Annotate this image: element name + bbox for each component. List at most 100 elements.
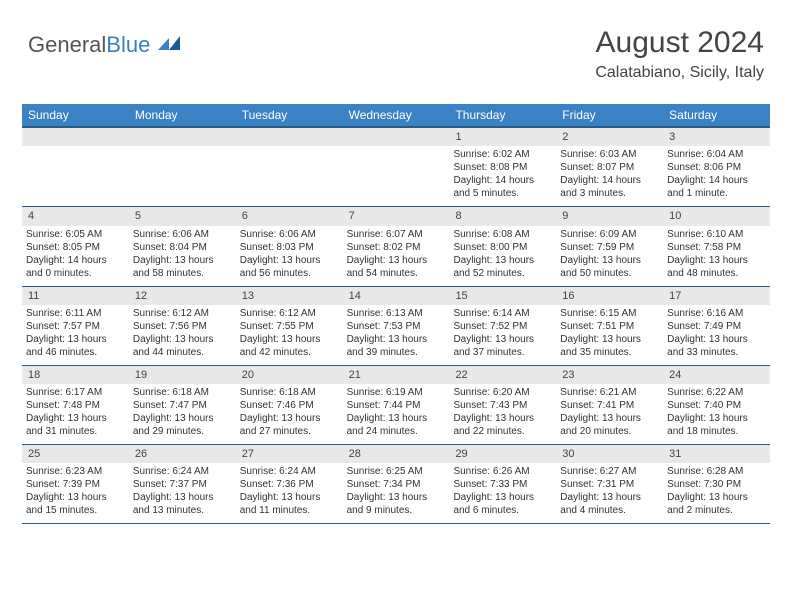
day-number: 27 [236, 445, 343, 463]
day-body: Sunrise: 6:28 AMSunset: 7:30 PMDaylight:… [663, 463, 770, 523]
daylight-text-1: Daylight: 14 hours [26, 254, 125, 267]
day-cell: 19Sunrise: 6:18 AMSunset: 7:47 PMDayligh… [129, 366, 236, 444]
day-number: 7 [343, 207, 450, 225]
daylight-text-1: Daylight: 13 hours [453, 491, 552, 504]
daylight-text-2: and 27 minutes. [240, 425, 339, 438]
sunset-text: Sunset: 7:33 PM [453, 478, 552, 491]
day-body: Sunrise: 6:13 AMSunset: 7:53 PMDaylight:… [343, 305, 450, 365]
daylight-text-1: Daylight: 13 hours [667, 254, 766, 267]
day-body: Sunrise: 6:23 AMSunset: 7:39 PMDaylight:… [22, 463, 129, 523]
sunrise-text: Sunrise: 6:05 AM [26, 228, 125, 241]
day-body [22, 146, 129, 154]
sunrise-text: Sunrise: 6:15 AM [560, 307, 659, 320]
daylight-text-1: Daylight: 13 hours [560, 412, 659, 425]
sunset-text: Sunset: 7:48 PM [26, 399, 125, 412]
empty-day-number [236, 128, 343, 146]
sunrise-text: Sunrise: 6:24 AM [133, 465, 232, 478]
sunrise-text: Sunrise: 6:06 AM [240, 228, 339, 241]
day-number: 11 [22, 287, 129, 305]
daylight-text-1: Daylight: 13 hours [667, 491, 766, 504]
daylight-text-2: and 11 minutes. [240, 504, 339, 517]
day-body: Sunrise: 6:12 AMSunset: 7:56 PMDaylight:… [129, 305, 236, 365]
daylight-text-2: and 44 minutes. [133, 346, 232, 359]
sunrise-text: Sunrise: 6:03 AM [560, 148, 659, 161]
daylight-text-2: and 18 minutes. [667, 425, 766, 438]
sunrise-text: Sunrise: 6:08 AM [453, 228, 552, 241]
sunrise-text: Sunrise: 6:26 AM [453, 465, 552, 478]
daylight-text-1: Daylight: 13 hours [560, 333, 659, 346]
day-cell: 4Sunrise: 6:05 AMSunset: 8:05 PMDaylight… [22, 207, 129, 285]
day-cell: 8Sunrise: 6:08 AMSunset: 8:00 PMDaylight… [449, 207, 556, 285]
sunset-text: Sunset: 7:47 PM [133, 399, 232, 412]
day-cell [343, 128, 450, 206]
day-body [343, 146, 450, 154]
daylight-text-2: and 0 minutes. [26, 267, 125, 280]
daylight-text-2: and 9 minutes. [347, 504, 446, 517]
daylight-text-1: Daylight: 13 hours [560, 254, 659, 267]
day-cell: 2Sunrise: 6:03 AMSunset: 8:07 PMDaylight… [556, 128, 663, 206]
day-number: 26 [129, 445, 236, 463]
sunrise-text: Sunrise: 6:23 AM [26, 465, 125, 478]
daylight-text-2: and 4 minutes. [560, 504, 659, 517]
day-cell: 3Sunrise: 6:04 AMSunset: 8:06 PMDaylight… [663, 128, 770, 206]
day-number: 30 [556, 445, 663, 463]
day-body: Sunrise: 6:04 AMSunset: 8:06 PMDaylight:… [663, 146, 770, 206]
day-body: Sunrise: 6:19 AMSunset: 7:44 PMDaylight:… [343, 384, 450, 444]
daylight-text-2: and 3 minutes. [560, 187, 659, 200]
day-cell [129, 128, 236, 206]
day-cell: 10Sunrise: 6:10 AMSunset: 7:58 PMDayligh… [663, 207, 770, 285]
daylight-text-1: Daylight: 14 hours [560, 174, 659, 187]
daylight-text-2: and 31 minutes. [26, 425, 125, 438]
day-number: 1 [449, 128, 556, 146]
day-body: Sunrise: 6:27 AMSunset: 7:31 PMDaylight:… [556, 463, 663, 523]
sunset-text: Sunset: 8:00 PM [453, 241, 552, 254]
day-cell: 12Sunrise: 6:12 AMSunset: 7:56 PMDayligh… [129, 287, 236, 365]
daylight-text-1: Daylight: 13 hours [26, 491, 125, 504]
sunset-text: Sunset: 7:39 PM [26, 478, 125, 491]
day-body: Sunrise: 6:09 AMSunset: 7:59 PMDaylight:… [556, 226, 663, 286]
sunset-text: Sunset: 7:59 PM [560, 241, 659, 254]
day-number: 24 [663, 366, 770, 384]
day-body: Sunrise: 6:18 AMSunset: 7:46 PMDaylight:… [236, 384, 343, 444]
daylight-text-2: and 2 minutes. [667, 504, 766, 517]
day-body: Sunrise: 6:21 AMSunset: 7:41 PMDaylight:… [556, 384, 663, 444]
day-number: 22 [449, 366, 556, 384]
sunrise-text: Sunrise: 6:10 AM [667, 228, 766, 241]
daylight-text-1: Daylight: 14 hours [667, 174, 766, 187]
day-body: Sunrise: 6:03 AMSunset: 8:07 PMDaylight:… [556, 146, 663, 206]
sunset-text: Sunset: 8:03 PM [240, 241, 339, 254]
sunrise-text: Sunrise: 6:06 AM [133, 228, 232, 241]
sunset-text: Sunset: 7:37 PM [133, 478, 232, 491]
empty-day-number [343, 128, 450, 146]
daylight-text-1: Daylight: 13 hours [240, 333, 339, 346]
sunset-text: Sunset: 7:43 PM [453, 399, 552, 412]
weekday-header: Friday [556, 104, 663, 126]
sunset-text: Sunset: 7:53 PM [347, 320, 446, 333]
sunset-text: Sunset: 7:31 PM [560, 478, 659, 491]
daylight-text-2: and 1 minute. [667, 187, 766, 200]
day-cell: 30Sunrise: 6:27 AMSunset: 7:31 PMDayligh… [556, 445, 663, 523]
day-cell: 17Sunrise: 6:16 AMSunset: 7:49 PMDayligh… [663, 287, 770, 365]
day-body: Sunrise: 6:20 AMSunset: 7:43 PMDaylight:… [449, 384, 556, 444]
week-row: 4Sunrise: 6:05 AMSunset: 8:05 PMDaylight… [22, 207, 770, 286]
daylight-text-1: Daylight: 13 hours [560, 491, 659, 504]
day-number: 23 [556, 366, 663, 384]
sunrise-text: Sunrise: 6:11 AM [26, 307, 125, 320]
sunset-text: Sunset: 8:06 PM [667, 161, 766, 174]
day-number: 18 [22, 366, 129, 384]
sunrise-text: Sunrise: 6:22 AM [667, 386, 766, 399]
day-cell: 21Sunrise: 6:19 AMSunset: 7:44 PMDayligh… [343, 366, 450, 444]
weekday-header: Tuesday [236, 104, 343, 126]
day-cell: 23Sunrise: 6:21 AMSunset: 7:41 PMDayligh… [556, 366, 663, 444]
day-number: 29 [449, 445, 556, 463]
title-block: August 2024 Calatabiano, Sicily, Italy [595, 26, 764, 82]
weekday-header: Monday [129, 104, 236, 126]
day-body: Sunrise: 6:26 AMSunset: 7:33 PMDaylight:… [449, 463, 556, 523]
daylight-text-2: and 56 minutes. [240, 267, 339, 280]
day-cell: 6Sunrise: 6:06 AMSunset: 8:03 PMDaylight… [236, 207, 343, 285]
logo-icon [158, 30, 180, 56]
day-body: Sunrise: 6:16 AMSunset: 7:49 PMDaylight:… [663, 305, 770, 365]
day-number: 9 [556, 207, 663, 225]
day-cell: 11Sunrise: 6:11 AMSunset: 7:57 PMDayligh… [22, 287, 129, 365]
daylight-text-1: Daylight: 13 hours [133, 412, 232, 425]
